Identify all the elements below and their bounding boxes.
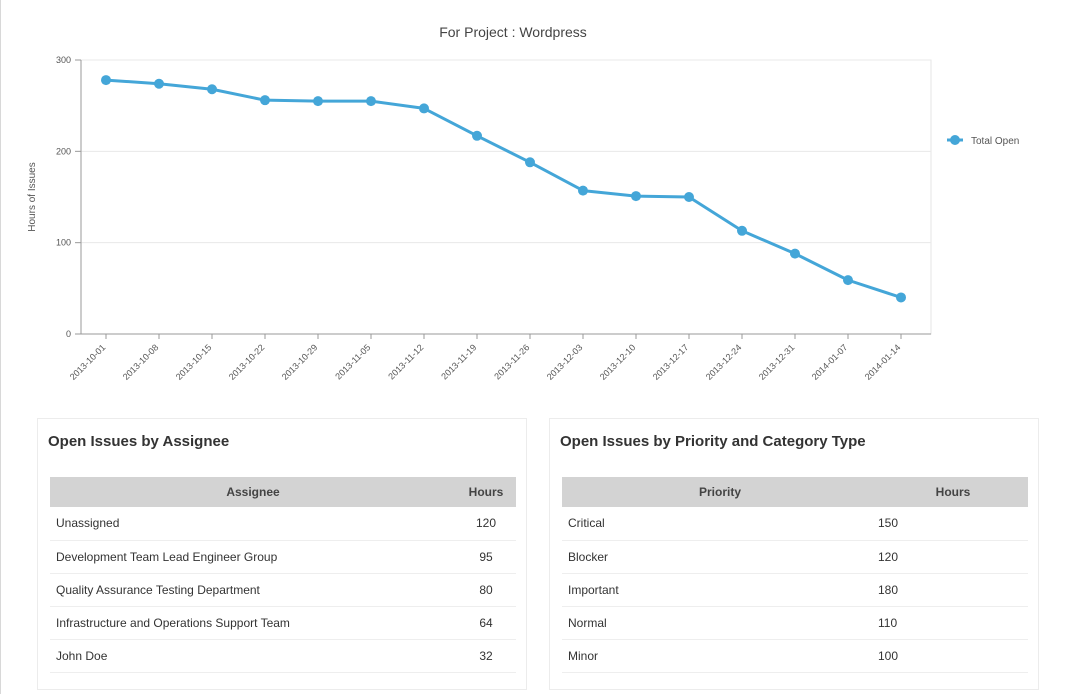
line-chart: 0 100 200 300 Hours of Issues 2013-10-01 2013-… — [1, 0, 1074, 400]
x-tick-label: 2014-01-14 — [863, 342, 903, 382]
x-tick-label: 2013-11-19 — [439, 342, 478, 381]
column-header-assignee[interactable]: Assignee — [50, 477, 456, 507]
x-tick-label: 2013-12-10 — [598, 342, 638, 382]
data-point — [419, 103, 429, 113]
y-tick-label: 300 — [56, 55, 71, 65]
priority-panel-heading: Open Issues by Priority and Category Typ… — [560, 433, 866, 450]
data-point — [154, 79, 164, 89]
priority-cell: Blocker — [562, 540, 878, 573]
hours-cell: 120 — [878, 540, 1028, 573]
x-tick-label: 2013-10-22 — [227, 342, 267, 382]
data-point — [207, 84, 217, 94]
table-row[interactable]: Minor 100 — [562, 639, 1028, 672]
x-tick-label: 2013-10-08 — [121, 342, 161, 382]
priority-cell: Minor — [562, 639, 878, 672]
data-point — [101, 75, 111, 85]
x-tick-label: 2013-10-15 — [174, 342, 214, 382]
table-row[interactable]: Critical 150 — [562, 507, 1028, 540]
priority-cell: Important — [562, 573, 878, 606]
assignee-table: Assignee Hours Unassigned 120 Development… — [50, 477, 516, 673]
table-row[interactable]: Blocker 120 — [562, 540, 1028, 573]
x-tick-label: 2013-11-12 — [386, 342, 425, 381]
y-axis-label: Hours of Issues — [27, 162, 38, 231]
x-tick-label: 2013-11-26 — [492, 342, 531, 381]
data-point — [578, 186, 588, 196]
table-row[interactable]: Unassigned 120 — [50, 507, 516, 540]
priority-cell: Normal — [562, 606, 878, 639]
priority-cell: Critical — [562, 507, 878, 540]
table-header-row: Assignee Hours — [50, 477, 516, 507]
data-point — [737, 226, 747, 236]
assignee-cell: Development Team Lead Engineer Group — [50, 540, 456, 573]
priority-table: Priority Hours Critical 150 Blocker 120 Im… — [562, 477, 1028, 673]
data-point — [260, 95, 270, 105]
table-row[interactable]: Development Team Lead Engineer Group 95 — [50, 540, 516, 573]
assignee-panel-heading: Open Issues by Assignee — [48, 433, 229, 450]
x-tick-label: 2013-10-01 — [68, 342, 108, 382]
y-tick-label: 100 — [56, 238, 71, 248]
x-tick-label: 2014-01-07 — [810, 342, 850, 382]
data-point — [843, 275, 853, 285]
y-tick-label: 0 — [66, 329, 71, 339]
assignee-cell: Unassigned — [50, 507, 456, 540]
data-point — [472, 131, 482, 141]
assignee-cell: John Doe — [50, 639, 456, 672]
x-tick-label: 2013-10-29 — [280, 342, 320, 382]
data-point — [684, 192, 694, 202]
y-tick-label: 200 — [56, 146, 71, 156]
table-row[interactable]: John Doe 32 — [50, 639, 516, 672]
plot-area — [81, 60, 931, 334]
column-header-hours[interactable]: Hours — [456, 477, 516, 507]
hours-cell: 120 — [456, 507, 516, 540]
priority-panel: Open Issues by Priority and Category Typ… — [549, 418, 1039, 690]
data-point — [525, 157, 535, 167]
data-point — [896, 292, 906, 302]
assignee-cell: Quality Assurance Testing Department — [50, 573, 456, 606]
column-header-hours[interactable]: Hours — [878, 477, 1028, 507]
assignee-cell: Infrastructure and Operations Support Te… — [50, 606, 456, 639]
legend-swatch-marker — [950, 135, 960, 145]
table-row[interactable]: Infrastructure and Operations Support Te… — [50, 606, 516, 639]
data-point — [790, 249, 800, 259]
table-row[interactable]: Normal 110 — [562, 606, 1028, 639]
x-tick-label: 2013-12-24 — [704, 342, 744, 382]
hours-cell: 100 — [878, 639, 1028, 672]
table-row[interactable]: Quality Assurance Testing Department 80 — [50, 573, 516, 606]
table-row[interactable]: Important 180 — [562, 573, 1028, 606]
hours-cell: 180 — [878, 573, 1028, 606]
data-point — [366, 96, 376, 106]
hours-cell: 110 — [878, 606, 1028, 639]
hours-cell: 64 — [456, 606, 516, 639]
hours-cell: 150 — [878, 507, 1028, 540]
x-tick-label: 2013-12-17 — [651, 342, 691, 382]
column-header-priority[interactable]: Priority — [562, 477, 878, 507]
assignee-panel: Open Issues by Assignee Assignee Hours U… — [37, 418, 527, 690]
hours-cell: 95 — [456, 540, 516, 573]
data-point — [631, 191, 641, 201]
table-header-row: Priority Hours — [562, 477, 1028, 507]
x-tick-label: 2013-11-05 — [333, 342, 372, 381]
data-point — [313, 96, 323, 106]
legend-label: Total Open — [971, 136, 1019, 147]
x-tick-label: 2013-12-03 — [545, 342, 585, 382]
hours-cell: 32 — [456, 639, 516, 672]
hours-cell: 80 — [456, 573, 516, 606]
x-tick-label: 2013-12-31 — [757, 342, 797, 382]
